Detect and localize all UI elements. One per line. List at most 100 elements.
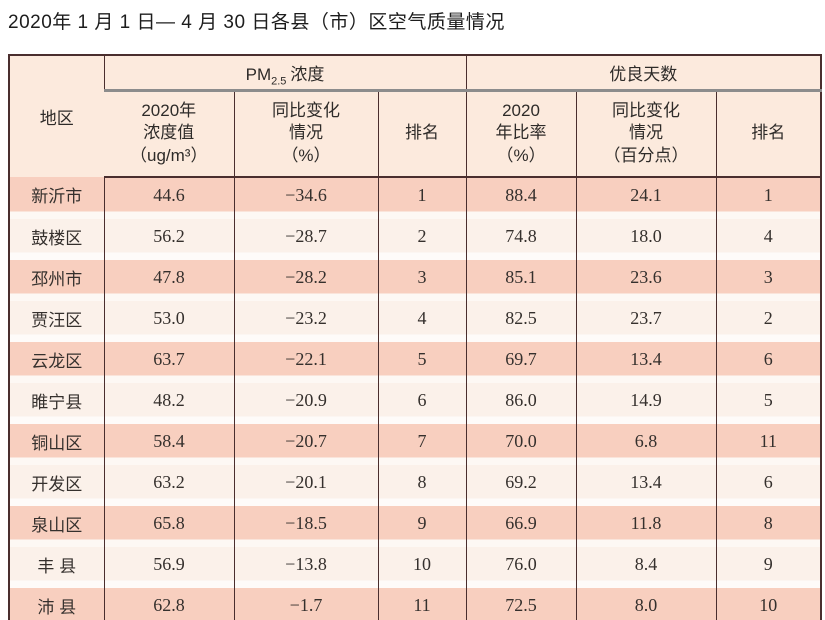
table-body: 新沂市 44.6 −34.6 1 88.4 24.1 1 鼓楼区 56.2 −2… <box>9 176 822 620</box>
good-rate-cell: 74.8 <box>465 218 577 260</box>
good-rank-cell: 6 <box>715 464 822 506</box>
pm25-change-cell: −34.6 <box>233 176 378 219</box>
good-rate-header-line1: 2020 <box>502 101 540 121</box>
table-row: 贾汪区 53.0 −23.2 4 82.5 23.7 2 <box>9 300 822 342</box>
pm25-change-cell: −13.8 <box>233 546 378 588</box>
good-rank-cell: 8 <box>715 505 822 547</box>
good-rate-header: 2020 年比率 （%） <box>465 90 577 178</box>
pm25-value-header-line2: 浓度值 <box>143 123 195 143</box>
pm25-value-cell: 65.8 <box>103 505 234 547</box>
region-cell: 贾汪区 <box>9 300 104 342</box>
pm25-change-cell: −1.7 <box>233 587 378 620</box>
pm25-value-cell: 58.4 <box>103 423 234 465</box>
pm25-change-header: 同比变化 情况 （%） <box>233 90 378 178</box>
region-cell: 新沂市 <box>9 176 104 219</box>
table-row: 泉山区 65.8 −18.5 9 66.9 11.8 8 <box>9 505 822 547</box>
table-row: 丰 县 56.9 −13.8 10 76.0 8.4 9 <box>9 546 822 588</box>
table-row: 沛 县 62.8 −1.7 11 72.5 8.0 10 <box>9 587 822 620</box>
good-change-cell: 13.4 <box>575 464 717 506</box>
pm25-rank-cell: 6 <box>377 382 467 424</box>
good-rate-cell: 85.1 <box>465 259 577 301</box>
good-rank-cell: 1 <box>715 176 822 219</box>
pm25-rank-cell: 7 <box>377 423 467 465</box>
good-rate-header-line3: （%） <box>496 145 546 165</box>
good-rate-header-line2: 年比率 <box>495 123 547 143</box>
table-row: 邳州市 47.8 −28.2 3 85.1 23.6 3 <box>9 259 822 301</box>
good-change-cell: 23.7 <box>575 300 717 342</box>
pm25-value-cell: 63.2 <box>103 464 234 506</box>
good-rate-cell: 66.9 <box>465 505 577 547</box>
table-row: 睢宁县 48.2 −20.9 6 86.0 14.9 5 <box>9 382 822 424</box>
good-rank-cell: 2 <box>715 300 822 342</box>
pm25-rank-cell: 8 <box>377 464 467 506</box>
good-rank-cell: 11 <box>715 423 822 465</box>
pm25-value-header-line1: 2020年 <box>141 101 197 121</box>
pm25-change-cell: −20.9 <box>233 382 378 424</box>
good-rank-cell: 5 <box>715 382 822 424</box>
pm25-rank-cell: 2 <box>377 218 467 260</box>
pm25-change-header-line1: 同比变化 <box>272 101 340 121</box>
region-cell: 铜山区 <box>9 423 104 465</box>
pm25-value-cell: 56.2 <box>103 218 234 260</box>
table-row: 新沂市 44.6 −34.6 1 88.4 24.1 1 <box>9 176 822 219</box>
pm25-value-header: 2020年 浓度值 （ug/m³） <box>104 90 234 178</box>
pm25-change-cell: −28.7 <box>233 218 378 260</box>
good-change-header: 同比变化 情况 （百分点） <box>575 90 717 178</box>
header-row-sub: 2020年 浓度值 （ug/m³） 同比变化 情况 （%） 排名 2020 年比… <box>9 90 822 178</box>
good-rate-cell: 88.4 <box>465 176 577 219</box>
good-rate-cell: 72.5 <box>465 587 577 620</box>
header-row-groups: 地区 PM2.5 浓度 优良天数 <box>9 54 822 177</box>
good-rate-cell: 70.0 <box>465 423 577 465</box>
pm25-label-prefix: PM <box>245 64 272 84</box>
pm25-value-cell: 47.8 <box>103 259 234 301</box>
pm25-value-cell: 63.7 <box>103 341 234 383</box>
pm25-group-header: PM2.5 浓度 <box>103 54 467 92</box>
air-quality-table: 地区 PM2.5 浓度 优良天数 2020年 浓度值 （ug/m³） 同比变化 情… <box>8 53 823 620</box>
good-change-cell: 24.1 <box>575 176 717 219</box>
pm25-rank-cell: 10 <box>377 546 467 588</box>
region-cell: 睢宁县 <box>9 382 104 424</box>
good-change-cell: 8.0 <box>575 587 717 620</box>
good-rank-cell: 3 <box>715 259 822 301</box>
table-row: 开发区 63.2 −20.1 8 69.2 13.4 6 <box>9 464 822 506</box>
good-change-cell: 13.4 <box>575 341 717 383</box>
pm25-rank-cell: 4 <box>377 300 467 342</box>
good-rate-cell: 69.7 <box>465 341 577 383</box>
good-change-header-line1: 同比变化 <box>612 101 681 121</box>
good-rate-cell: 76.0 <box>465 546 577 588</box>
pm25-rank-cell: 9 <box>377 505 467 547</box>
pm25-label-suffix: 浓度 <box>290 64 325 84</box>
good-change-cell: 18.0 <box>575 218 717 260</box>
good-change-header-line3: （百分点） <box>603 145 689 165</box>
pm25-rank-cell: 3 <box>377 259 467 301</box>
region-cell: 丰 县 <box>9 546 104 588</box>
pm25-label-subscript: 2.5 <box>271 75 287 88</box>
table-row: 铜山区 58.4 −20.7 7 70.0 6.8 11 <box>9 423 822 465</box>
table-header: 地区 PM2.5 浓度 优良天数 2020年 浓度值 （ug/m³） 同比变化 情… <box>9 54 822 178</box>
region-cell: 开发区 <box>9 464 104 506</box>
region-cell: 邳州市 <box>9 259 104 301</box>
pm25-rank-cell: 11 <box>377 587 467 620</box>
table-row: 鼓楼区 56.2 −28.7 2 74.8 18.0 4 <box>9 218 822 260</box>
good-change-cell: 11.8 <box>575 505 717 547</box>
good-change-header-line2: 情况 <box>629 123 664 143</box>
page-title: 2020年 1 月 1 日— 4 月 30 日各县（市）区空气质量情况 <box>8 12 505 33</box>
good-rank-cell: 9 <box>715 546 822 588</box>
pm25-change-cell: −28.2 <box>233 259 378 301</box>
region-cell: 云龙区 <box>9 341 104 383</box>
good-change-cell: 14.9 <box>575 382 717 424</box>
region-cell: 沛 县 <box>9 587 104 620</box>
good-rank-header: 排名 <box>715 90 822 178</box>
region-header: 地区 <box>9 54 104 177</box>
pm25-value-cell: 62.8 <box>103 587 234 620</box>
pm25-value-cell: 44.6 <box>103 176 234 219</box>
pm25-change-cell: −22.1 <box>233 341 378 383</box>
pm25-change-cell: −20.1 <box>233 464 378 506</box>
pm25-change-header-line3: （%） <box>281 145 331 165</box>
table-row: 云龙区 63.7 −22.1 5 69.7 13.4 6 <box>9 341 822 383</box>
pm25-value-cell: 48.2 <box>103 382 234 424</box>
pm25-value-header-line3: （ug/m³） <box>130 145 208 165</box>
good-rank-cell: 4 <box>715 218 822 260</box>
good-rate-cell: 82.5 <box>465 300 577 342</box>
